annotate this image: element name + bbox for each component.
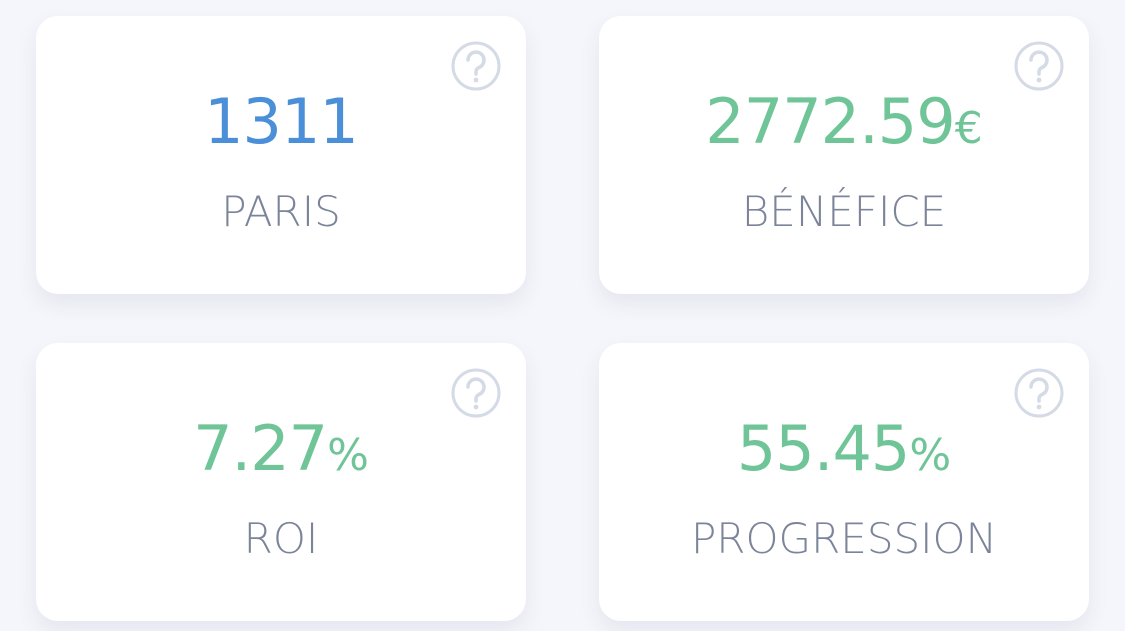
stat-label: PROGRESSION: [690, 514, 998, 563]
help-icon[interactable]: [450, 367, 502, 419]
value-unit: €: [954, 103, 983, 154]
value-unit: %: [327, 430, 369, 481]
stat-card: 7.27% ROI: [36, 343, 526, 621]
value-number: 2772.59: [705, 85, 955, 158]
stat-card: 2772.59€ BÉNÉFICE: [599, 16, 1089, 294]
stat-card: 1311 PARIS: [36, 16, 526, 294]
help-icon[interactable]: [450, 40, 502, 92]
stat-value: 1311: [36, 84, 526, 160]
stat-card: 55.45% PROGRESSION: [599, 343, 1089, 621]
stat-label: ROI: [243, 514, 319, 563]
value-unit: %: [909, 430, 952, 481]
value-number: 1311: [204, 85, 359, 158]
value-number: 7.27: [193, 412, 328, 485]
help-icon[interactable]: [1013, 367, 1065, 419]
stat-label: BÉNÉFICE: [741, 187, 947, 236]
help-icon[interactable]: [1013, 40, 1065, 92]
stat-value: 2772.59€: [599, 84, 1089, 167]
stat-value: 7.27%: [36, 411, 526, 494]
value-number: 55.45: [736, 412, 910, 485]
stat-label: PARIS: [221, 187, 341, 236]
stat-value: 55.45%: [599, 411, 1089, 494]
